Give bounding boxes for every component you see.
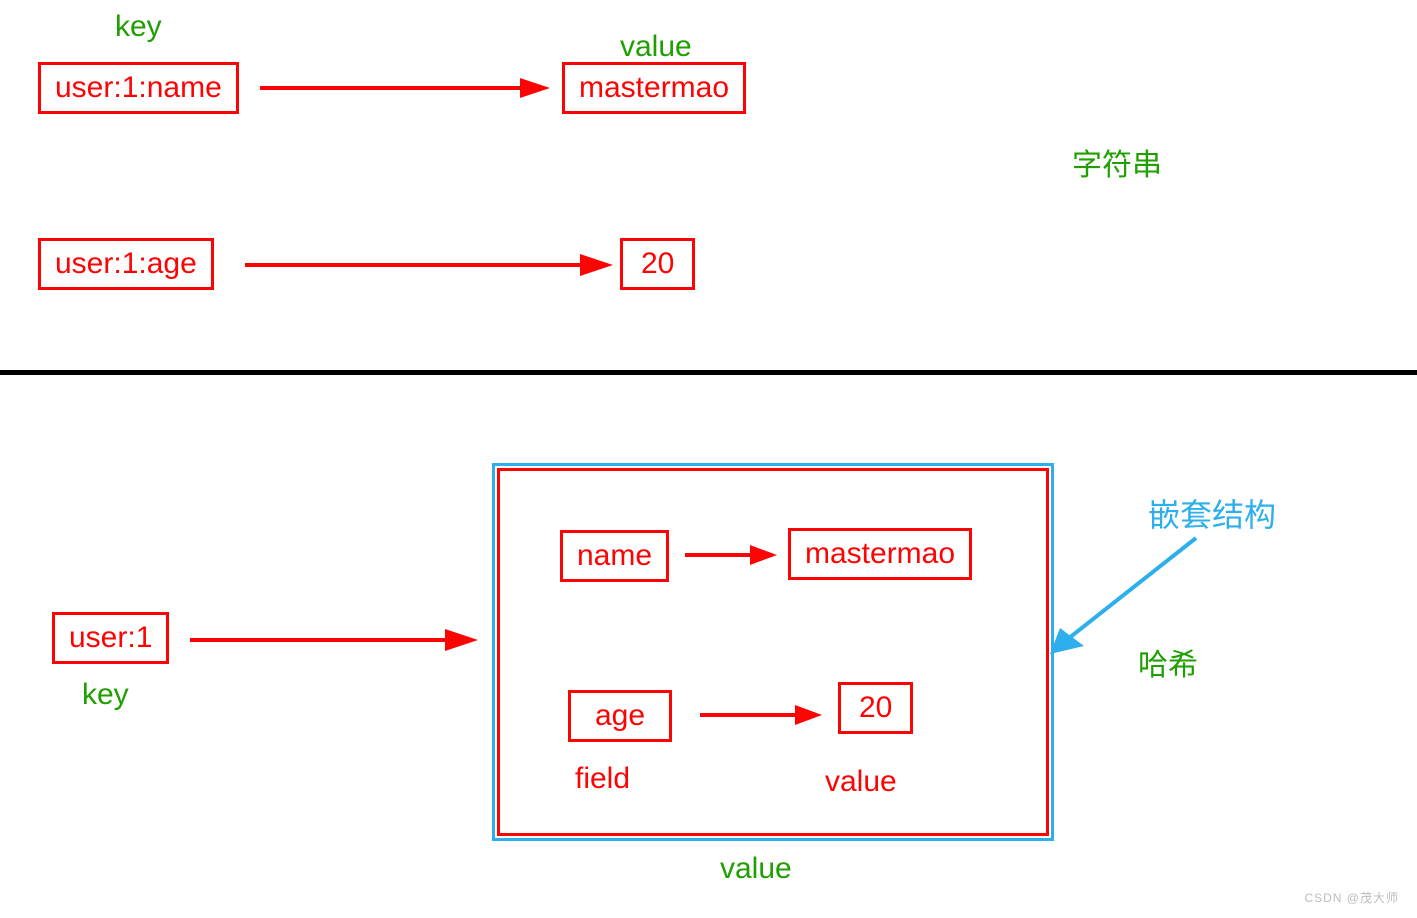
hash-type-label: 哈希 xyxy=(1138,640,1198,684)
box-user1-age: user:1:age xyxy=(38,238,214,290)
container-value-label: value xyxy=(720,852,792,886)
box-value-20: 20 xyxy=(838,682,913,734)
box-user1: user:1 xyxy=(52,612,169,664)
arrow-age-value xyxy=(700,700,820,730)
bottom-key-label: key xyxy=(82,678,129,712)
string-type-label: 字符串 xyxy=(1072,140,1162,184)
arrow-row2 xyxy=(245,250,605,280)
box-mastermao-1: mastermao xyxy=(562,62,746,114)
box-value-mastermao: mastermao xyxy=(788,528,972,580)
arrow-row1 xyxy=(260,73,540,103)
box-field-name: name xyxy=(560,530,669,582)
box-field-age: age xyxy=(568,690,672,742)
top-value-header: value xyxy=(620,30,692,64)
section-divider xyxy=(0,370,1417,375)
box-age-20-top: 20 xyxy=(620,238,695,290)
field-sublabel: field xyxy=(575,762,630,796)
arrow-to-container xyxy=(190,625,470,655)
nested-structure-label: 嵌套结构 xyxy=(1148,490,1276,536)
box-user1-name: user:1:name xyxy=(38,62,239,114)
arrow-name-value xyxy=(685,540,775,570)
value-sublabel: value xyxy=(825,765,897,799)
top-key-header: key xyxy=(115,10,162,44)
watermark: CSDN @茂大师 xyxy=(1304,889,1399,906)
